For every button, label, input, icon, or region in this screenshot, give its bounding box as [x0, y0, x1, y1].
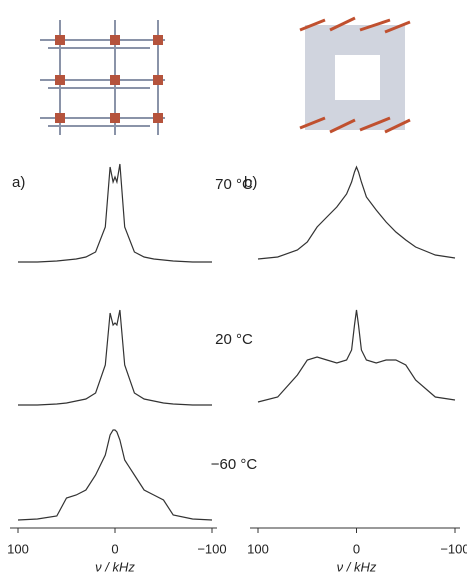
temperature-label: −60 °C — [211, 456, 258, 473]
temperature-label: 20 °C — [215, 331, 253, 348]
panel-label: a) — [12, 174, 25, 191]
x-axis-label: ν / kHz — [95, 559, 135, 574]
spectrum — [258, 310, 455, 402]
x-axis-label: ν / kHz — [337, 559, 377, 574]
x-tick-label: 100 — [247, 541, 269, 556]
spectrum — [18, 164, 212, 262]
figure: a) b) 70 °C 20 °C −60 °C 1000−100ν / kHz… — [0, 0, 467, 575]
temperature-label: 70 °C — [215, 176, 253, 193]
x-tick-label: −100 — [440, 541, 467, 556]
crystal-structure-a — [40, 20, 165, 135]
x-tick-label: 0 — [353, 541, 360, 556]
x-tick-label: 0 — [111, 541, 118, 556]
crystal-structure-b — [300, 18, 410, 132]
spectrum — [258, 167, 455, 259]
spectrum — [18, 310, 212, 405]
spectrum — [18, 430, 212, 520]
x-tick-label: 100 — [7, 541, 29, 556]
x-tick-label: −100 — [197, 541, 226, 556]
